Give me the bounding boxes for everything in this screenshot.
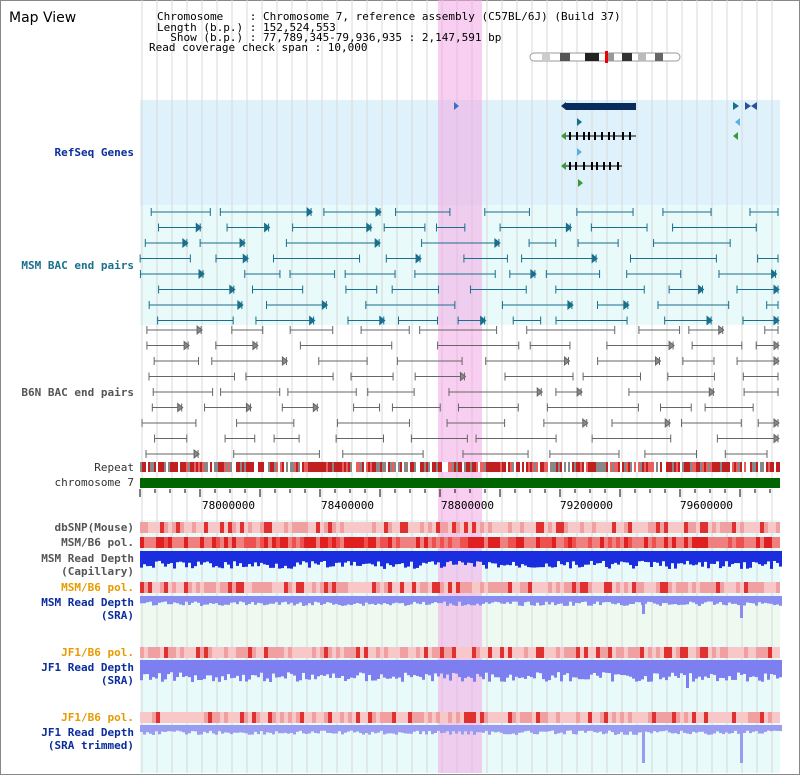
track-label-msm-depth-cap-sub: (Capillary) [61,565,134,578]
msm-sra-depth-track [140,596,782,618]
track-label-msm-depth-cap[interactable]: MSM Read Depth [41,552,134,565]
track-label-jf1-pol[interactable]: JF1/B6 pol. [61,646,134,659]
msm-bac-end-pairs [139,206,780,326]
chromosome-info: Chromosome : Chromosome 7, reference ass… [157,10,621,23]
axis-tick-label: 79600000 [680,499,733,512]
repeat-track [140,462,780,472]
page-title: Map View [9,10,77,26]
b6n-bac-end-pairs [141,324,780,460]
jf1-pol-heat-track-2 [140,712,780,723]
jf1-sra-depth-track [140,660,782,688]
track-label-jf1-pol-2[interactable]: JF1/B6 pol. [61,711,134,724]
msm-b6-pol-sra-heat-track [140,582,780,593]
track-label-jf1-depth-trim[interactable]: JF1 Read Depth [41,726,134,739]
track-label-jf1-depth-sub: (SRA) [100,674,134,687]
track-label-b6n-bac[interactable]: B6N BAC end pairs [21,386,134,399]
coverage-span-info: Read coverage check span : 10,000 [149,41,368,54]
track-label-msm-bac[interactable]: MSM BAC end pairs [21,259,134,272]
track-label-repeat: Repeat [94,461,134,474]
track-label-refseq[interactable]: RefSeq Genes [54,146,134,159]
track-label-jf1-depth[interactable]: JF1 Read Depth [41,661,134,674]
axis-tick-label: 78400000 [321,499,374,512]
jf1-pol-heat-track [140,647,780,658]
selected-region-highlight [438,0,482,773]
track-label-msm-depth-sra[interactable]: MSM Read Depth [41,596,134,609]
chromosome-ideogram [529,51,681,63]
chromosome-bar [140,478,780,488]
axis-tick-label: 79200000 [560,499,613,512]
track-label-dbsnp[interactable]: dbSNP(Mouse) [54,521,134,534]
axis-tick-label: 78000000 [202,499,255,512]
msm-capillary-depth-track [140,551,782,569]
axis-tick-label: 78800000 [441,499,494,512]
length-info: Length (b.p.) : 152,524,553 [157,21,336,34]
jf1-sra-trimmed-depth-track [140,725,782,763]
track-label-msm-pol[interactable]: MSM/B6 pol. [61,536,134,549]
msm-b6-pol-heat-track [140,537,780,548]
track-label-msm-pol-2[interactable]: MSM/B6 pol. [61,581,134,594]
track-label-msm-depth-sra-sub: (SRA) [100,609,134,622]
show-range-info: Show (b.p.) : 77,789,345-79,936,935 : 2,… [157,31,502,44]
track-label-jf1-depth-trim-sub: (SRA trimmed) [47,739,134,752]
track-label-chromosome: chromosome 7 [54,476,134,489]
refseq-gene-features [454,102,757,187]
dbsnp-heat-track [140,522,780,533]
